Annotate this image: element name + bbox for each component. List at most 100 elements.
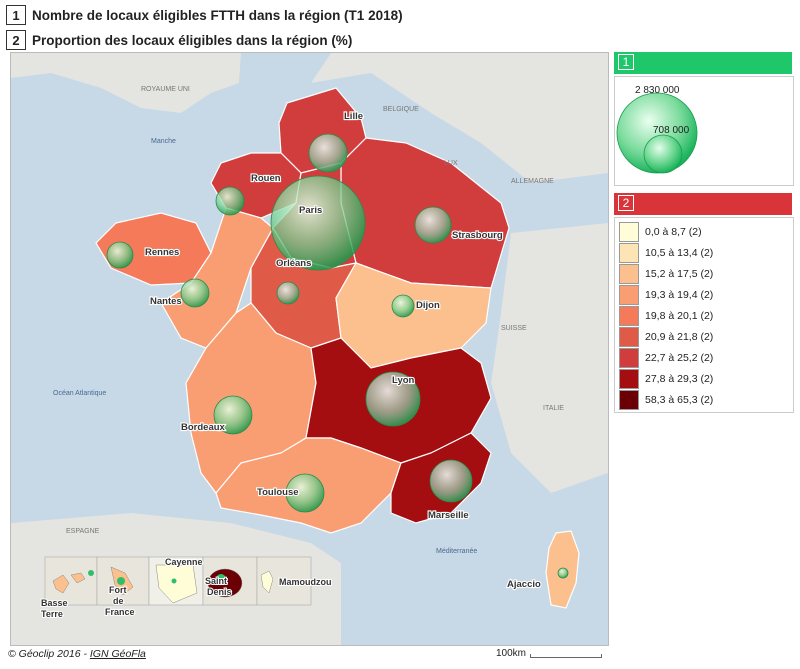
bubble-guyane[interactable] xyxy=(171,578,177,584)
legend-circles-svg: 2 830 000 708 000 xyxy=(616,85,698,174)
legend-small-label: 708 000 xyxy=(653,125,690,136)
title-1: 1 Nombre de locaux éligibles FTTH dans l… xyxy=(6,4,403,26)
title-2: 2 Proportion des locaux éligibles dans l… xyxy=(6,29,352,51)
legend-class-swatch xyxy=(619,390,639,410)
label-fort-de-france-1: Fort xyxy=(109,585,127,595)
legend-class-swatch xyxy=(619,306,639,326)
bubble-guadeloupe[interactable] xyxy=(88,570,94,576)
mayotte-shape xyxy=(260,570,274,594)
overseas-insets: Basse Terre Fort de France Cayenne Saint… xyxy=(40,556,333,620)
legend-big-label: 2 830 000 xyxy=(635,85,680,96)
legend-class-row[interactable]: 15,2 à 17,5 (2) xyxy=(619,264,713,284)
label-mediterranee: Méditerranée xyxy=(436,548,477,555)
label-basse-terre-1: Basse xyxy=(41,598,68,608)
legend-1-header[interactable]: 1 xyxy=(614,52,792,74)
city-ajaccio: Ajaccio xyxy=(507,579,541,590)
city-lille: Lille xyxy=(344,111,363,122)
legend-small-circle xyxy=(643,134,683,174)
legend-class-swatch xyxy=(619,348,639,368)
legend-class-swatch xyxy=(619,243,639,263)
legend-2-header-bar xyxy=(614,193,792,215)
city-bordeaux: Bordeaux xyxy=(181,422,226,433)
label-ocean-atlantique: Océan Atlantique xyxy=(53,390,106,397)
legend-1-header-bar xyxy=(614,52,792,74)
bubble-bourgogne-franche-comte[interactable] xyxy=(391,294,415,318)
reunion-shape xyxy=(207,568,243,598)
label-belgique: BELGIQUE xyxy=(383,106,419,113)
north-neighbours-land xyxy=(311,53,608,183)
bubble-normandie[interactable] xyxy=(215,186,245,216)
footer-credits: © Géoclip 2016 - IGN GéoFla xyxy=(8,648,146,660)
legend-class-label: 15,2 à 17,5 (2) xyxy=(645,268,714,280)
bubble-corse[interactable] xyxy=(557,567,569,579)
legend-class-label: 20,9 à 21,8 (2) xyxy=(645,331,714,343)
map-canvas[interactable]: ROYAUME UNI BELGIQUE Manche LUX ALLEMAGN… xyxy=(10,52,609,646)
legend-class-label: 58,3 à 65,3 (2) xyxy=(645,394,714,406)
legend-class-row[interactable]: 20,9 à 21,8 (2) xyxy=(619,327,713,347)
city-toulouse: Toulouse xyxy=(257,487,299,498)
guyane-shape xyxy=(155,564,198,604)
label-cayenne: Cayenne xyxy=(165,557,203,567)
label-allemagne: ALLEMAGNE xyxy=(511,178,554,185)
title-1-text: Nombre de locaux éligibles FTTH dans la … xyxy=(32,7,403,23)
footer-copyright: © Géoclip 2016 - xyxy=(8,648,90,660)
city-marseille: Marseille xyxy=(428,510,469,521)
title-2-text: Proportion des locaux éligibles dans la … xyxy=(32,32,353,48)
bubble-nouvelle-aquitaine[interactable] xyxy=(213,395,253,435)
city-paris: Paris xyxy=(299,205,322,216)
label-saint-denis-2: Denis xyxy=(207,587,232,597)
city-strasbourg: Strasbourg xyxy=(452,230,503,241)
scale-label: 100km xyxy=(496,648,527,659)
legend-class-swatch xyxy=(619,264,639,284)
label-basse-terre-2: Terre xyxy=(41,609,63,619)
legend-class-row[interactable]: 58,3 à 65,3 (2) xyxy=(619,390,713,410)
bubble-provence-alpes-cote-dazur[interactable] xyxy=(429,459,473,503)
label-fort-de-france-2: de xyxy=(113,596,124,606)
legend-2-header[interactable]: 2 xyxy=(614,193,792,215)
legend-2-number: 2 xyxy=(618,195,634,211)
east-neighbours-land xyxy=(491,223,608,493)
bubble-auvergne-rhone-alpes[interactable] xyxy=(365,371,421,427)
bubble-reunion[interactable] xyxy=(216,574,226,584)
legend-class-label: 10,5 à 13,4 (2) xyxy=(645,247,714,259)
bubble-grand-est[interactable] xyxy=(414,206,452,244)
legend-class-row[interactable]: 19,3 à 19,4 (2) xyxy=(619,285,713,305)
legend-class-row[interactable]: 27,8 à 29,3 (2) xyxy=(619,369,713,389)
label-royaume-uni: ROYAUME UNI xyxy=(141,86,190,93)
bubble-pays-de-la-loire[interactable] xyxy=(180,278,210,308)
city-lyon: Lyon xyxy=(392,375,415,386)
label-saint-denis-1: Saint xyxy=(205,576,227,586)
legend-class-label: 0,0 à 8,7 (2) xyxy=(645,226,702,238)
legend-class-swatch xyxy=(619,369,639,389)
legend-class-row[interactable]: 19,8 à 20,1 (2) xyxy=(619,306,713,326)
legend-class-label: 22,7 à 25,2 (2) xyxy=(645,352,714,364)
bubble-martinique[interactable] xyxy=(117,577,125,585)
bubble-occitanie[interactable] xyxy=(285,473,325,513)
bubble-hauts-de-france[interactable] xyxy=(308,133,348,173)
label-espagne: ESPAGNE xyxy=(66,528,100,535)
uk-land xyxy=(11,53,241,113)
legend-circles-panel: 2 830 000 708 000 xyxy=(614,76,794,186)
footer-ign-link[interactable]: IGN GéoFla xyxy=(89,648,146,660)
legend-1-number: 1 xyxy=(618,54,634,70)
label-mamoudzou: Mamoudzou xyxy=(279,577,332,587)
title-1-number: 1 xyxy=(6,5,26,25)
city-rennes: Rennes xyxy=(145,247,179,258)
bubble-ile-de-france[interactable] xyxy=(270,175,366,271)
label-italie: ITALIE xyxy=(543,405,564,412)
label-fort-de-france-3: France xyxy=(105,607,135,617)
legend-class-label: 19,8 à 20,1 (2) xyxy=(645,310,714,322)
legend-class-swatch xyxy=(619,327,639,347)
legend-class-row[interactable]: 10,5 à 13,4 (2) xyxy=(619,243,713,263)
map-svg[interactable]: ROYAUME UNI BELGIQUE Manche LUX ALLEMAGN… xyxy=(11,53,608,645)
legend-class-swatch xyxy=(619,285,639,305)
city-dijon: Dijon xyxy=(416,300,440,311)
city-orleans: Orléans xyxy=(276,258,311,269)
legend-class-row[interactable]: 22,7 à 25,2 (2) xyxy=(619,348,713,368)
bubble-bretagne[interactable] xyxy=(106,241,134,269)
label-lux: LUX xyxy=(444,160,458,167)
scale-bar xyxy=(530,654,602,658)
legend-class-row[interactable]: 0,0 à 8,7 (2) xyxy=(619,222,702,242)
bubble-centre-val-de-loire[interactable] xyxy=(276,281,300,305)
legend-classes-panel: 0,0 à 8,7 (2) 10,5 à 13,4 (2) 15,2 à 17,5 … xyxy=(614,217,794,413)
